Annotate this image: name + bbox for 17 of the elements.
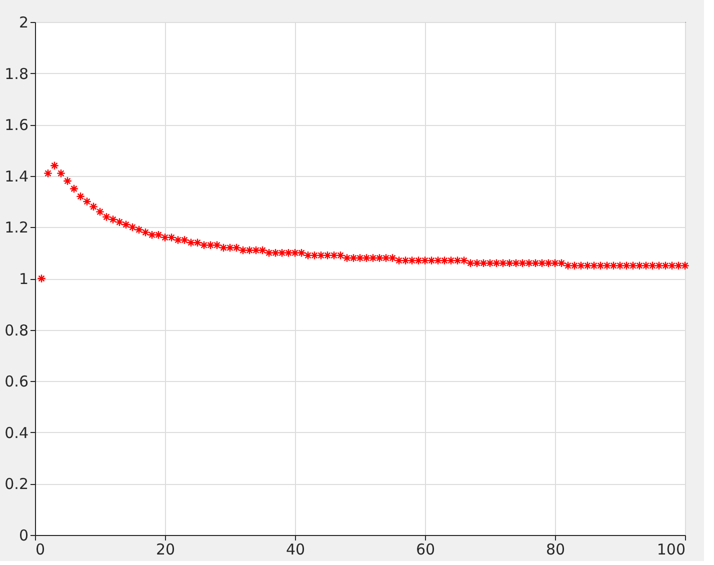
x-tick-label: 20	[156, 540, 176, 558]
y-tick-label: 2	[18, 14, 28, 32]
y-tick-label: 0.4	[4, 424, 28, 442]
x-tick-label: 60	[416, 540, 436, 558]
x-tick-label: 80	[546, 540, 566, 558]
y-tick-label: 1.2	[4, 218, 28, 237]
y-tick-label: 1.8	[4, 64, 28, 83]
y-tick-label: 0.2	[4, 475, 28, 494]
y-tick-label: 1.6	[4, 116, 28, 134]
x-tick-label: 0	[36, 540, 46, 558]
x-tick-label: 100	[656, 540, 686, 558]
y-tick-label: 0.6	[4, 372, 28, 391]
y-tick-label: 0	[18, 526, 28, 544]
y-tick-label: 0.8	[4, 321, 28, 340]
y-tick-label: 1	[18, 270, 28, 288]
x-tick-label: 40	[286, 540, 306, 558]
y-tick-label: 1.4	[4, 167, 28, 186]
